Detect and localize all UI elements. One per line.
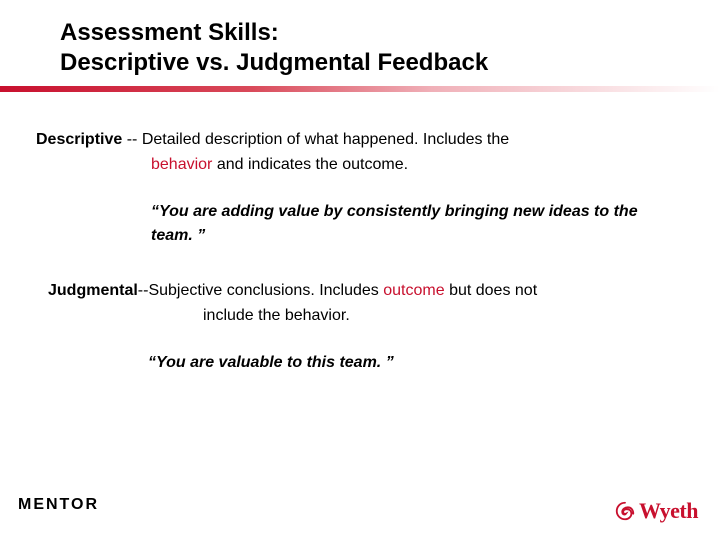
descriptive-separator: -- <box>122 131 142 148</box>
descriptive-def-1: Detailed description of what happened. I… <box>142 131 509 148</box>
descriptive-def-2: and indicates the outcome. <box>212 156 408 173</box>
title-area: Assessment Skills: Descriptive vs. Judgm… <box>0 0 720 86</box>
judgmental-def-2: but does not <box>445 282 538 299</box>
judgmental-definition-cont: include the behavior. <box>48 304 680 329</box>
judgmental-quote: “You are valuable to this team. ” <box>48 351 680 376</box>
descriptive-label: Descriptive <box>36 131 122 148</box>
descriptive-definition: Descriptive -- Detailed description of w… <box>36 128 680 153</box>
footer-left-label: MENTOR <box>18 496 99 514</box>
title-line-2: Descriptive vs. Judgmental Feedback <box>60 48 720 78</box>
descriptive-definition-cont: behavior and indicates the outcome. <box>36 153 680 178</box>
judgmental-label: Judgmental <box>48 282 138 299</box>
descriptive-accent-word: behavior <box>151 156 212 173</box>
judgmental-def-1: Subjective conclusions. Includes <box>148 282 383 299</box>
judgmental-definition: Judgmental--Subjective conclusions. Incl… <box>48 279 680 304</box>
judgmental-accent-word: outcome <box>383 282 444 299</box>
wyeth-logo-text: Wyeth <box>639 498 698 524</box>
descriptive-section: Descriptive -- Detailed description of w… <box>36 128 680 249</box>
footer-logo: Wyeth <box>614 498 698 524</box>
judgmental-separator: -- <box>138 282 149 299</box>
wyeth-swirl-icon <box>614 500 636 522</box>
title-line-1: Assessment Skills: <box>60 18 720 48</box>
judgmental-section: Judgmental--Subjective conclusions. Incl… <box>36 279 680 375</box>
content-area: Descriptive -- Detailed description of w… <box>0 92 720 376</box>
descriptive-quote: “You are adding value by consistently br… <box>36 200 680 250</box>
